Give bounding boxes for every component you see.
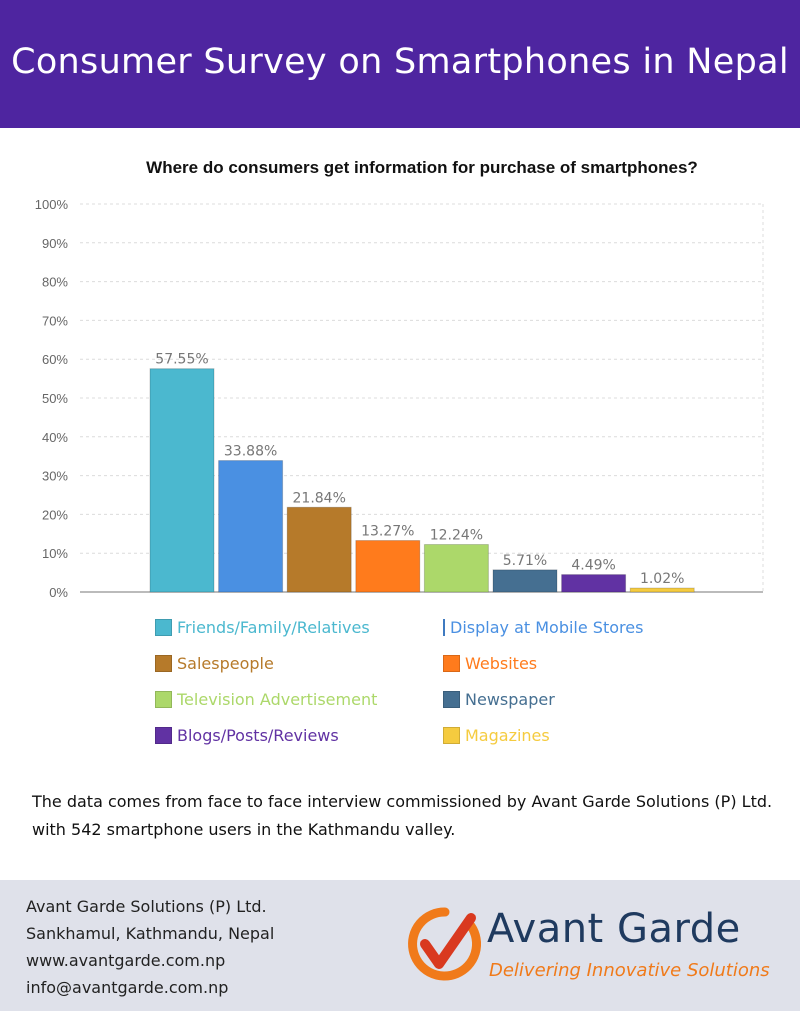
legend-swatch (443, 726, 460, 744)
bar-6 (492, 569, 558, 593)
chart-title: Where do consumers get information for p… (146, 158, 698, 177)
y-tick-label: 20% (42, 507, 68, 522)
bar-value-label: 4.49% (571, 558, 615, 574)
legend-swatch (155, 726, 172, 744)
legend-item: Magazines (443, 725, 623, 745)
bar-1 (149, 368, 215, 593)
page-footer: Avant Garde Solutions (P) Ltd. Sankhamul… (0, 880, 800, 1011)
legend-label: Magazines (465, 725, 550, 745)
legend-item: Salespeople (155, 653, 443, 673)
legend-item: Newspaper (443, 689, 623, 709)
page-title: Consumer Survey on Smartphones in Nepal (11, 42, 789, 82)
legend-label: Television Advertisement (177, 689, 378, 709)
bar-value-label: 33.88% (224, 444, 277, 460)
bar-7 (561, 574, 627, 593)
bar-value-label: 1.02% (640, 571, 684, 587)
bar-5 (423, 544, 489, 593)
y-tick-label: 30% (42, 469, 68, 484)
bar-value-label: 21.84% (293, 490, 346, 506)
survey-note: The data comes from face to face intervi… (32, 788, 782, 844)
survey-note-line-1: The data comes from face to face intervi… (32, 792, 773, 811)
chart-section: Where do consumers get information for p… (0, 128, 800, 758)
legend-label: Friends/Family/Relatives (177, 617, 370, 637)
checkmark-circle-icon (408, 907, 482, 981)
y-tick-label: 10% (42, 546, 68, 561)
legend-swatch (443, 618, 445, 636)
bar-4 (355, 540, 421, 593)
logo-name: Avant Garde (487, 906, 741, 952)
bar-value-label: 5.71% (503, 553, 547, 569)
bar-value-label: 57.55% (155, 352, 208, 368)
y-tick-label: 60% (42, 352, 68, 367)
company-logo: Avant Garde Delivering Innovative Soluti… (405, 904, 770, 994)
company-name: Avant Garde Solutions (P) Ltd. (26, 897, 267, 916)
y-tick-label: 50% (42, 391, 68, 406)
legend-label: Blogs/Posts/Reviews (177, 725, 339, 745)
bar-3 (286, 506, 352, 593)
y-tick-label: 0% (49, 585, 68, 600)
legend-swatch (443, 690, 460, 708)
y-tick-label: 90% (42, 236, 68, 251)
bar-chart: Where do consumers get information for p… (35, 158, 764, 600)
bar-value-label: 13.27% (361, 524, 414, 540)
legend-swatch (155, 618, 172, 636)
logo-tagline: Delivering Innovative Solutions (489, 960, 770, 981)
bar-2 (218, 460, 284, 593)
legend-swatch (155, 654, 172, 672)
legend-label: Display at Mobile Stores (450, 617, 644, 637)
survey-note-line-2: with 542 smartphone users in the Kathman… (32, 820, 456, 839)
legend-label: Websites (465, 653, 538, 673)
y-tick-label: 40% (42, 430, 68, 445)
bar-value-label: 12.24% (430, 528, 483, 544)
legend-label: Newspaper (465, 689, 555, 709)
legend-item: Display at Mobile Stores (443, 618, 643, 637)
chart-legend: Friends/Family/Relatives Display at Mobil… (155, 617, 643, 745)
bar-8 (629, 587, 695, 593)
legend-swatch (443, 654, 460, 672)
y-tick-label: 100% (35, 197, 69, 212)
legend-item: Websites (443, 653, 623, 673)
y-tick-label: 70% (42, 313, 68, 328)
company-website-link[interactable]: www.avantgarde.com.np (26, 951, 226, 970)
company-email-link[interactable]: info@avantgarde.com.np (26, 978, 229, 997)
page-header: Consumer Survey on Smartphones in Nepal (0, 0, 800, 128)
legend-item: Blogs/Posts/Reviews (155, 725, 443, 745)
contact-block: Avant Garde Solutions (P) Ltd. Sankhamul… (26, 893, 274, 1001)
legend-item: Friends/Family/Relatives (155, 617, 443, 637)
legend-item: Television Advertisement (155, 689, 443, 709)
y-tick-label: 80% (42, 275, 68, 290)
legend-swatch (155, 690, 172, 708)
company-address: Sankhamul, Kathmandu, Nepal (26, 924, 275, 943)
legend-label: Salespeople (177, 653, 274, 673)
